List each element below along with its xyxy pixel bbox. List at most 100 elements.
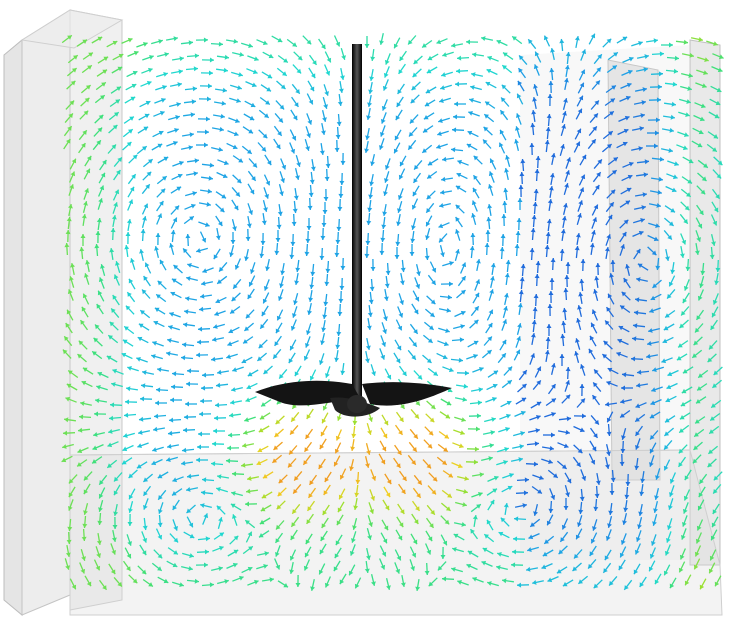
velocity-vector-head bbox=[465, 371, 469, 376]
velocity-vector-head bbox=[401, 268, 406, 272]
velocity-vector-head bbox=[335, 345, 340, 349]
velocity-vector-head bbox=[337, 207, 342, 211]
velocity-vector-head bbox=[365, 44, 370, 48]
velocity-vector-head bbox=[425, 235, 430, 240]
velocity-vector-head bbox=[156, 233, 161, 237]
velocity-vector-head bbox=[515, 244, 520, 248]
velocity-vector-head bbox=[486, 217, 491, 221]
velocity-vector-head bbox=[466, 40, 470, 45]
velocity-vector-head bbox=[470, 85, 475, 90]
velocity-vector-head bbox=[140, 396, 144, 401]
velocity-vector-head bbox=[411, 225, 416, 230]
velocity-vector-head bbox=[192, 99, 196, 104]
velocity-vector-head bbox=[172, 371, 176, 376]
velocity-vector-head bbox=[550, 48, 555, 53]
velocity-vector-head bbox=[142, 216, 147, 221]
velocity-vector-head bbox=[470, 233, 475, 237]
velocity-vector-head bbox=[460, 324, 465, 329]
tank-bottom bbox=[70, 450, 722, 615]
velocity-vector-head bbox=[126, 232, 131, 236]
velocity-vector-head bbox=[459, 358, 463, 363]
velocity-vector-head bbox=[231, 240, 236, 244]
velocity-vector-head bbox=[290, 242, 295, 246]
velocity-vector-head bbox=[171, 230, 176, 234]
velocity-vector-head bbox=[448, 295, 452, 300]
velocity-vector-head bbox=[202, 373, 206, 378]
velocity-vector-head bbox=[339, 181, 344, 185]
tank-geometry bbox=[4, 10, 722, 615]
velocity-vector-head bbox=[199, 412, 203, 417]
velocity-vector-head bbox=[505, 273, 510, 277]
velocity-vector-head bbox=[323, 302, 328, 306]
velocity-vector-head bbox=[369, 182, 374, 186]
velocity-vector-head bbox=[304, 252, 309, 256]
velocity-vector-head bbox=[478, 400, 482, 405]
velocity-vector-head bbox=[310, 272, 315, 276]
velocity-vector-head bbox=[215, 403, 219, 408]
velocity-vector-head bbox=[232, 226, 237, 231]
velocity-vector-head bbox=[416, 271, 421, 276]
velocity-vector-head bbox=[186, 276, 190, 281]
velocity-vector-head bbox=[400, 281, 405, 285]
velocity-vector-head bbox=[500, 247, 505, 251]
velocity-vector-head bbox=[279, 191, 284, 196]
velocity-vector-head bbox=[440, 252, 445, 256]
velocity-vector-head bbox=[213, 324, 218, 329]
velocity-vector-head bbox=[335, 240, 340, 244]
velocity-vector-head bbox=[169, 418, 173, 423]
velocity-vector-head bbox=[310, 180, 315, 184]
velocity-vector-head bbox=[243, 430, 248, 435]
velocity-vector-head bbox=[194, 66, 198, 71]
velocity-vector-head bbox=[324, 197, 329, 201]
velocity-vector-head bbox=[168, 431, 172, 436]
velocity-vector-head bbox=[265, 266, 270, 271]
velocity-vector-head bbox=[305, 239, 310, 243]
velocity-vector-head bbox=[231, 387, 236, 392]
velocity-vector-head bbox=[505, 155, 510, 160]
velocity-vector-head bbox=[370, 161, 375, 165]
velocity-vector-head bbox=[229, 252, 234, 256]
velocity-vector-head bbox=[325, 269, 330, 273]
velocity-vector-head bbox=[200, 399, 204, 404]
velocity-vector-head bbox=[325, 177, 330, 181]
velocity-vector-head bbox=[124, 413, 128, 418]
velocity-vector-head bbox=[279, 283, 284, 288]
velocity-vector-head bbox=[447, 308, 451, 313]
impeller-hub bbox=[347, 395, 367, 413]
velocity-vector-head bbox=[206, 117, 210, 122]
velocity-vector-head bbox=[367, 208, 372, 212]
velocity-vector-head bbox=[189, 145, 193, 150]
velocity-vector-head bbox=[559, 39, 564, 43]
velocity-vector-head bbox=[184, 415, 188, 420]
velocity-vector-head bbox=[322, 117, 327, 122]
velocity-vector-head bbox=[380, 238, 385, 242]
velocity-vector-head bbox=[475, 447, 479, 452]
velocity-vector-head bbox=[320, 340, 325, 344]
velocity-vector-head bbox=[410, 252, 415, 256]
velocity-vector-head bbox=[453, 114, 457, 119]
velocity-vector-head bbox=[336, 332, 341, 336]
velocity-vector-head bbox=[154, 246, 159, 251]
velocity-vector-head bbox=[141, 383, 145, 388]
velocity-vector-head bbox=[154, 414, 158, 419]
velocity-vector-head bbox=[292, 222, 297, 226]
velocity-vector-head bbox=[181, 355, 185, 360]
velocity-vector-head bbox=[366, 221, 371, 225]
velocity-vector-head bbox=[324, 282, 329, 286]
velocity-vector-head bbox=[185, 402, 189, 407]
velocity-vector-head bbox=[176, 102, 181, 107]
velocity-vector-head bbox=[177, 82, 182, 87]
velocity-vector-head bbox=[319, 256, 324, 260]
velocity-vector-head bbox=[263, 207, 268, 212]
velocity-vector-head bbox=[210, 58, 214, 63]
velocity-vector-head bbox=[238, 72, 243, 77]
velocity-vector-head bbox=[439, 203, 443, 208]
velocity-vector-head bbox=[449, 282, 453, 287]
velocity-vector-head bbox=[227, 446, 231, 451]
velocity-vector-head bbox=[125, 399, 129, 404]
velocity-vector-head bbox=[183, 428, 187, 433]
velocity-vector-head bbox=[379, 40, 384, 44]
velocity-vector-head bbox=[425, 256, 430, 260]
velocity-vector-head bbox=[138, 430, 143, 435]
